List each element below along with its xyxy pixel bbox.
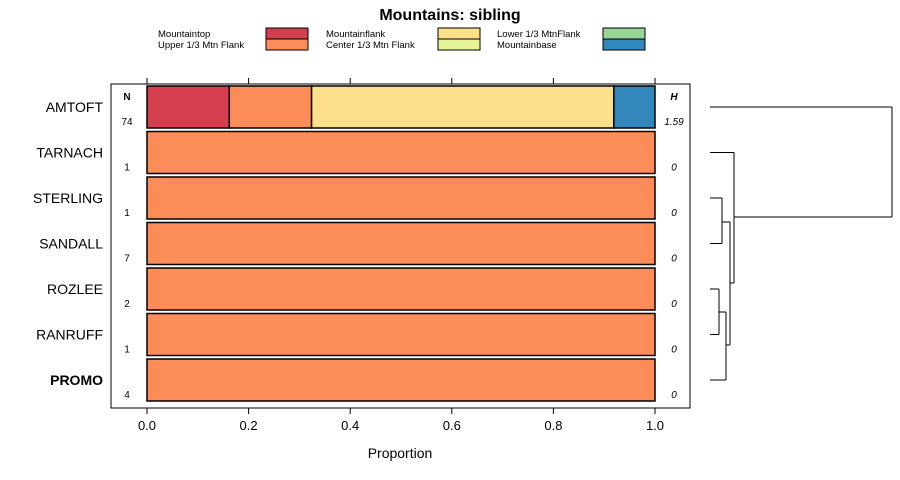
bar-segment-amtoft-mountainflank xyxy=(310,85,615,129)
x-tick-label-4: 0.8 xyxy=(544,418,562,433)
row-label-rozlee: ROZLEE xyxy=(47,281,103,297)
x-axis-label: Proportion xyxy=(368,445,433,461)
x-tick-label-1: 0.2 xyxy=(240,418,258,433)
h-value-tarnach: 0 xyxy=(671,163,677,174)
bar-segment-sandall-upper-1-3-mtn-flank xyxy=(146,221,656,266)
x-tick-label-0: 0.0 xyxy=(138,418,156,433)
legend-swatch-center-1-3-mtn-flank xyxy=(437,38,481,51)
legend-label-lower-1-3-mtnflank: Lower 1/3 MtnFlank xyxy=(497,29,581,40)
x-tick-label-5: 1.0 xyxy=(646,418,664,433)
n-value-sterling: 1 xyxy=(124,208,130,219)
h-header: H xyxy=(670,92,678,103)
bar-segment-sterling-upper-1-3-mtn-flank xyxy=(146,176,656,220)
h-value-amtoft: 1.59 xyxy=(664,117,684,128)
n-header: N xyxy=(123,92,130,103)
legend-label-upper-1-3-mtn-flank: Upper 1/3 Mtn Flank xyxy=(158,40,244,51)
n-value-ranruff: 1 xyxy=(124,345,130,356)
bar-segment-rozlee-upper-1-3-mtn-flank xyxy=(146,267,656,311)
n-value-sandall: 7 xyxy=(124,254,130,265)
x-tick-label-2: 0.4 xyxy=(341,418,359,433)
h-value-sterling: 0 xyxy=(671,208,677,219)
row-label-promo: PROMO xyxy=(50,372,103,388)
row-label-sterling: STERLING xyxy=(33,190,103,206)
plot-frame xyxy=(110,83,691,409)
rows: AMTOFT 74 1.59 TARNACH 1 0 STERLING 1 0 SANDALL 7 0… xyxy=(33,85,684,402)
h-value-promo: 0 xyxy=(671,390,677,401)
row-label-sandall: SANDALL xyxy=(39,236,103,252)
bar-segment-tarnach-upper-1-3-mtn-flank xyxy=(146,130,656,175)
n-value-promo: 4 xyxy=(124,390,130,401)
legend-label-mountaintop: Mountaintop xyxy=(158,29,210,40)
x-axis: 0.0 0.2 0.4 0.6 0.8 1.0 xyxy=(138,78,664,433)
x-tick-label-3: 0.6 xyxy=(443,418,461,433)
dendrogram xyxy=(710,106,893,381)
h-value-sandall: 0 xyxy=(671,254,677,265)
bar-segment-amtoft-mountainbase xyxy=(613,85,656,129)
legend-swatch-lower-1-3-mtnflank xyxy=(602,27,646,40)
legend-label-mountainbase: Mountainbase xyxy=(497,40,557,51)
row-label-ranruff: RANRUFF xyxy=(36,327,103,343)
legend-label-mountainflank: Mountainflank xyxy=(326,29,385,40)
legend-swatch-mountainbase xyxy=(602,38,646,51)
legend-swatch-mountaintop xyxy=(265,27,309,40)
legend-label-center-1-3-mtn-flank: Center 1/3 Mtn Flank xyxy=(326,40,415,51)
n-value-rozlee: 2 xyxy=(124,299,130,310)
row-label-amtoft: AMTOFT xyxy=(46,99,104,115)
bar-segment-amtoft-mountaintop xyxy=(146,85,231,129)
row-label-tarnach: TARNACH xyxy=(36,145,103,161)
bar-segment-promo-upper-1-3-mtn-flank xyxy=(146,358,656,402)
h-value-ranruff: 0 xyxy=(671,345,677,356)
legend-swatch-upper-1-3-mtn-flank xyxy=(265,38,309,51)
n-value-tarnach: 1 xyxy=(124,163,130,174)
n-value-amtoft: 74 xyxy=(121,117,133,128)
bar-segment-ranruff-upper-1-3-mtn-flank xyxy=(146,312,656,357)
bar-segment-amtoft-upper-1-3-mtn-flank xyxy=(228,85,313,129)
chart-title: Mountains: sibling xyxy=(379,7,520,24)
legend-swatch-mountainflank xyxy=(437,27,481,40)
h-value-rozlee: 0 xyxy=(671,299,677,310)
